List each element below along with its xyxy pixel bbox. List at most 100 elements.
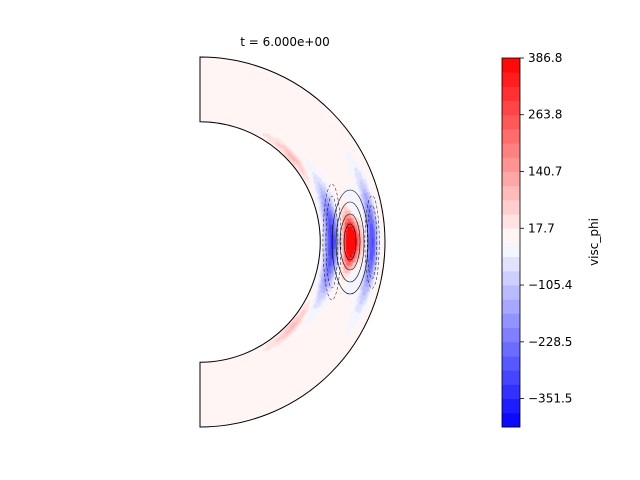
contour-cell bbox=[338, 200, 342, 206]
contour-cell bbox=[212, 369, 217, 372]
contour-cell bbox=[324, 181, 329, 187]
contour-cell bbox=[333, 205, 337, 211]
colorbar-band bbox=[502, 114, 520, 130]
plot-area bbox=[199, 56, 386, 428]
contour-cell bbox=[203, 384, 208, 387]
contour-cell bbox=[340, 191, 345, 197]
contour-cell bbox=[326, 283, 330, 289]
contour-cell bbox=[330, 277, 334, 282]
contour-cell bbox=[236, 365, 241, 369]
contour-cell bbox=[247, 375, 252, 379]
contour-cell bbox=[230, 358, 236, 362]
contour-cell bbox=[213, 115, 218, 119]
colorbar-tick-label: −105.4 bbox=[528, 278, 572, 292]
contour-cell bbox=[341, 238, 344, 243]
colorbar-band bbox=[502, 356, 520, 371]
contour-cell bbox=[231, 94, 237, 97]
contour-cell bbox=[252, 369, 258, 374]
contour-cell bbox=[232, 365, 237, 368]
contour-cell bbox=[207, 97, 213, 100]
contour-cell bbox=[349, 245, 352, 251]
contour-cell bbox=[209, 372, 214, 376]
contour-cell bbox=[249, 381, 255, 385]
contour-cell bbox=[331, 289, 335, 294]
contour-cell bbox=[342, 276, 346, 282]
contour-cell bbox=[338, 184, 342, 190]
contour-cell bbox=[318, 206, 322, 211]
contour-cell bbox=[206, 376, 211, 379]
contour-cell bbox=[344, 242, 347, 247]
colorbar-label: visc_phi bbox=[587, 218, 601, 266]
contour-cell bbox=[308, 147, 313, 153]
colorbar-tick-label: −351.5 bbox=[528, 392, 572, 406]
contour-cell bbox=[327, 180, 332, 186]
contour-cell bbox=[240, 115, 246, 119]
contour-cell bbox=[319, 195, 323, 200]
contour-cell bbox=[333, 289, 337, 295]
contour-cell bbox=[202, 375, 208, 378]
contour-cell bbox=[207, 99, 212, 102]
contour-cell bbox=[262, 372, 268, 376]
contour-cell bbox=[241, 113, 246, 117]
contour-cell bbox=[319, 284, 323, 290]
contour-cell bbox=[240, 379, 246, 383]
contour-cell bbox=[329, 269, 333, 275]
contour-cell bbox=[263, 366, 269, 370]
contour-cell bbox=[242, 96, 248, 101]
contour-cell bbox=[324, 294, 328, 299]
contour-cell bbox=[231, 110, 236, 114]
contour-cell bbox=[228, 376, 233, 380]
contour-cell bbox=[337, 245, 340, 251]
contour-cell bbox=[207, 100, 212, 103]
contour-cell bbox=[205, 365, 210, 368]
contour-cell bbox=[346, 238, 349, 243]
contour-cell bbox=[321, 183, 326, 188]
contour-cell bbox=[324, 173, 328, 179]
contour-cell bbox=[329, 284, 334, 290]
contour-cell bbox=[238, 110, 243, 114]
contour-cell bbox=[206, 387, 212, 390]
contour-cell bbox=[326, 185, 330, 190]
contour-cell bbox=[317, 203, 321, 208]
colorbar-band bbox=[502, 214, 520, 229]
contour-cell bbox=[200, 115, 204, 117]
contour-cell bbox=[250, 374, 256, 378]
contour-cell bbox=[310, 285, 315, 290]
contour-cell bbox=[245, 372, 251, 376]
contour-cell bbox=[209, 117, 214, 120]
contour-cell bbox=[336, 180, 341, 186]
colorbar-band bbox=[502, 185, 520, 201]
contour-cell bbox=[247, 366, 253, 370]
contour-cell bbox=[203, 383, 208, 386]
contour-cell bbox=[229, 382, 235, 386]
contour-cell bbox=[255, 377, 261, 381]
contour-cell bbox=[332, 277, 336, 283]
contour-cell bbox=[233, 114, 239, 118]
contour-cell bbox=[237, 114, 242, 118]
colorbar-band bbox=[502, 100, 520, 116]
contour-cell bbox=[339, 275, 343, 281]
contour-cell bbox=[235, 362, 240, 366]
contour-cell bbox=[330, 191, 334, 197]
contour-cell bbox=[231, 107, 237, 111]
contour-cell bbox=[203, 98, 209, 101]
contour-cell bbox=[317, 189, 321, 194]
contour-cell bbox=[200, 102, 205, 104]
contour-cell bbox=[231, 109, 237, 112]
contour-cell bbox=[234, 113, 239, 116]
contour-cell bbox=[235, 374, 240, 378]
contour-cell bbox=[252, 360, 258, 365]
contour-cell bbox=[266, 364, 272, 369]
contour-cell bbox=[207, 105, 212, 108]
contour-cell bbox=[232, 380, 238, 383]
colorbar-band bbox=[502, 86, 520, 101]
contour-cell bbox=[333, 274, 337, 279]
contour-cell bbox=[340, 249, 343, 254]
contour-cell bbox=[200, 97, 205, 100]
contour-cell bbox=[343, 280, 347, 286]
colorbar-tick-label: 17.7 bbox=[528, 221, 555, 235]
colorbar-band bbox=[502, 341, 520, 357]
contour-cell bbox=[246, 363, 252, 367]
contour-cell bbox=[325, 196, 329, 202]
contour-cell bbox=[326, 235, 329, 240]
